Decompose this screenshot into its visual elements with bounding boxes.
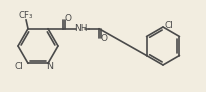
Text: Cl: Cl [164,22,173,31]
Text: NH: NH [74,24,87,33]
Text: Cl: Cl [14,62,23,71]
Text: N: N [46,62,53,71]
Text: O: O [64,14,71,23]
Text: CF₃: CF₃ [19,11,33,20]
Text: O: O [100,34,107,43]
